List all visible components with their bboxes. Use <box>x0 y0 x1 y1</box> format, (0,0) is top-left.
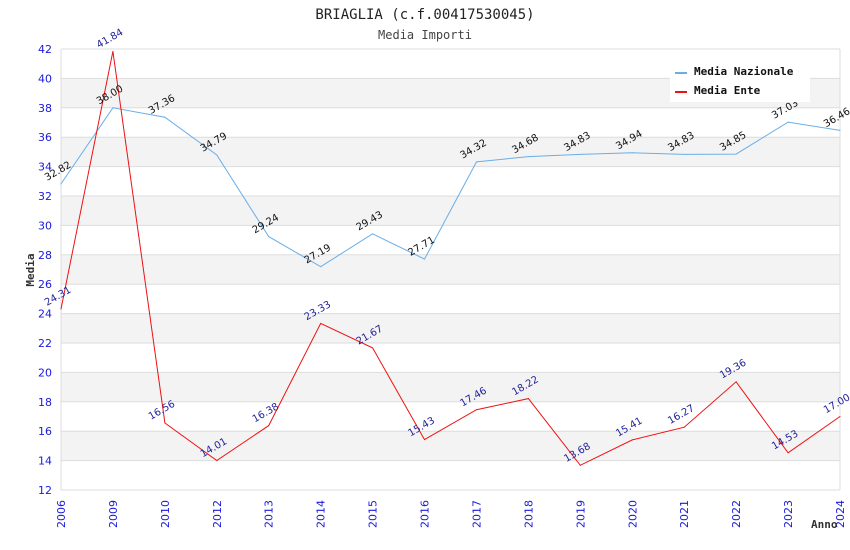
data-point <box>787 121 789 123</box>
data-label: 36.46 <box>822 106 850 130</box>
data-point <box>735 381 737 383</box>
y-tick-label: 20 <box>38 366 52 379</box>
y-tick-label: 26 <box>38 278 52 291</box>
y-tick-label: 32 <box>38 190 52 203</box>
x-tick-label: 2006 <box>55 500 68 528</box>
series-group <box>60 50 841 466</box>
grid-lines <box>60 48 841 491</box>
grid-band <box>61 313 840 343</box>
y-tick-label: 22 <box>38 337 52 350</box>
y-tick-label: 12 <box>38 484 52 497</box>
legend-item-ente: Media Ente <box>694 84 761 97</box>
x-tick-label: 2018 <box>522 500 535 528</box>
data-point <box>216 459 218 461</box>
legend-swatch-nazionale <box>675 72 687 74</box>
y-tick-label: 30 <box>38 219 52 232</box>
data-point <box>631 439 633 441</box>
legend-item-nazionale: Media Nazionale <box>694 65 794 78</box>
y-tick-label: 16 <box>38 425 52 438</box>
data-point <box>164 422 166 424</box>
data-point <box>216 154 218 156</box>
x-tick-label: 2021 <box>678 500 691 528</box>
data-point <box>60 308 62 310</box>
chart-title: BRIAGLIA (c.f.00417530045) <box>315 7 534 23</box>
x-tick-label: 2015 <box>367 500 380 528</box>
grid-bands <box>61 78 840 461</box>
y-tick-label: 40 <box>38 72 52 85</box>
data-point <box>683 153 685 155</box>
x-tick-label: 2019 <box>574 500 587 528</box>
x-tick-label: 2009 <box>107 500 120 528</box>
data-point <box>683 426 685 428</box>
data-point <box>320 322 322 324</box>
data-point <box>60 183 62 185</box>
data-point <box>424 439 426 441</box>
data-point <box>424 258 426 260</box>
data-point <box>164 116 166 118</box>
x-tick-label: 2022 <box>730 500 743 528</box>
x-tick-label: 2016 <box>419 500 432 528</box>
x-tick-label: 2010 <box>159 500 172 528</box>
data-point <box>579 464 581 466</box>
data-point <box>475 161 477 163</box>
y-tick-label: 36 <box>38 131 52 144</box>
grid-band <box>61 431 840 461</box>
x-tick-label: 2023 <box>782 500 795 528</box>
y-tick-label: 42 <box>38 43 52 56</box>
x-axis-ticks: 2006 2009 2010 2012 2013 2014 2015 2016 2017 2018… <box>55 500 847 528</box>
x-tick-label: 2014 <box>315 500 328 528</box>
data-point <box>579 153 581 155</box>
data-point <box>735 153 737 155</box>
series-line-ente <box>60 51 841 466</box>
grid-band <box>61 137 840 167</box>
data-point <box>372 347 374 349</box>
data-point <box>787 452 789 454</box>
grid-band <box>61 372 840 402</box>
x-tick-label: 2013 <box>263 500 276 528</box>
data-label: 41.84 <box>95 27 125 51</box>
data-point <box>112 50 114 52</box>
data-point <box>320 266 322 268</box>
grid-band <box>61 254 840 285</box>
data-point <box>527 398 529 400</box>
legend: Media Nazionale Media Ente <box>670 60 810 102</box>
y-tick-label: 24 <box>38 308 52 321</box>
y-tick-label: 28 <box>38 249 52 262</box>
x-tick-label: 2024 <box>834 500 847 528</box>
data-point <box>527 156 529 158</box>
data-label: 16.38 <box>251 401 281 425</box>
y-axis-label: Media <box>24 253 37 286</box>
x-tick-label: 2020 <box>626 500 639 528</box>
chart-subtitle: Media Importi <box>378 28 472 42</box>
y-axis-ticks: 12 14 16 18 20 22 24 26 28 30 32 34 36 38 40 42 <box>38 43 52 497</box>
data-point <box>631 152 633 154</box>
data-point <box>475 409 477 411</box>
data-point <box>268 425 270 427</box>
x-tick-label: 2012 <box>211 500 224 528</box>
data-point <box>112 107 114 109</box>
y-tick-label: 18 <box>38 396 52 409</box>
series-line-nazionale <box>60 107 841 268</box>
data-label: 16.27 <box>666 403 696 427</box>
x-tick-label: 2017 <box>470 500 483 528</box>
y-tick-label: 34 <box>38 161 52 174</box>
y-tick-label: 14 <box>38 455 52 468</box>
data-point <box>839 416 841 417</box>
data-point <box>268 236 270 238</box>
x-axis-label: Anno <box>811 518 838 531</box>
legend-background <box>670 60 810 102</box>
legend-swatch-ente <box>675 91 687 93</box>
y-tick-label: 38 <box>38 102 52 115</box>
data-point <box>372 233 374 235</box>
data-point <box>839 129 841 131</box>
